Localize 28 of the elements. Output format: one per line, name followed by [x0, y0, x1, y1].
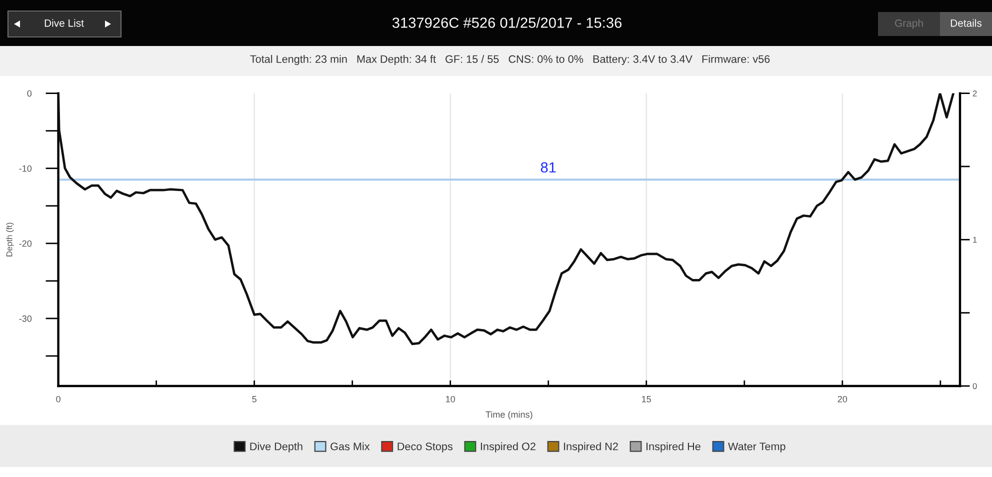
legend-label: Inspired He	[646, 442, 700, 452]
text: Details	[950, 19, 982, 27]
chart-subtitle: Total Length: 23 min Max Depth: 34 ft GF: 15 / 55 CNS: 0% to 0% Battery: 3.4V to 3.4V Firmware: v56	[250, 54, 770, 66]
chart-title: 3137926C #526 01/25/2017 - 15:36	[392, 17, 622, 28]
x-axis-title: Time (mins)	[486, 411, 532, 420]
legend-label: Inspired N2	[564, 442, 618, 452]
legend-label: Gas Mix	[330, 442, 370, 450]
line-series	[58, 93, 955, 346]
x-tick-label: 5	[252, 396, 256, 402]
x-tick-label: 0	[56, 396, 60, 402]
y-tick-label: -10	[19, 165, 32, 172]
y2-tick-label: 1	[973, 236, 977, 243]
y-tick-label: 0	[27, 90, 32, 97]
y-tick-label: -30	[19, 315, 32, 322]
annotation: 81	[540, 162, 556, 173]
text: Graph	[895, 19, 923, 29]
x-tick-label: 15	[642, 396, 652, 402]
legend-label: Deco Stops	[398, 442, 452, 452]
x-tick-label: 20	[838, 396, 848, 402]
legend-label: Dive Depth	[250, 442, 302, 452]
text: Dive List	[44, 19, 84, 27]
x-tick-label: 10	[446, 396, 456, 402]
legend-label: Inspired O2	[480, 442, 536, 452]
y2-tick-label: 2	[972, 90, 977, 96]
y2-tick-label: 0	[972, 383, 977, 390]
y-tick-label: -20	[19, 240, 32, 247]
legend-label: Water Temp	[728, 442, 786, 452]
y-axis-title: Depth (ft)	[6, 222, 14, 256]
